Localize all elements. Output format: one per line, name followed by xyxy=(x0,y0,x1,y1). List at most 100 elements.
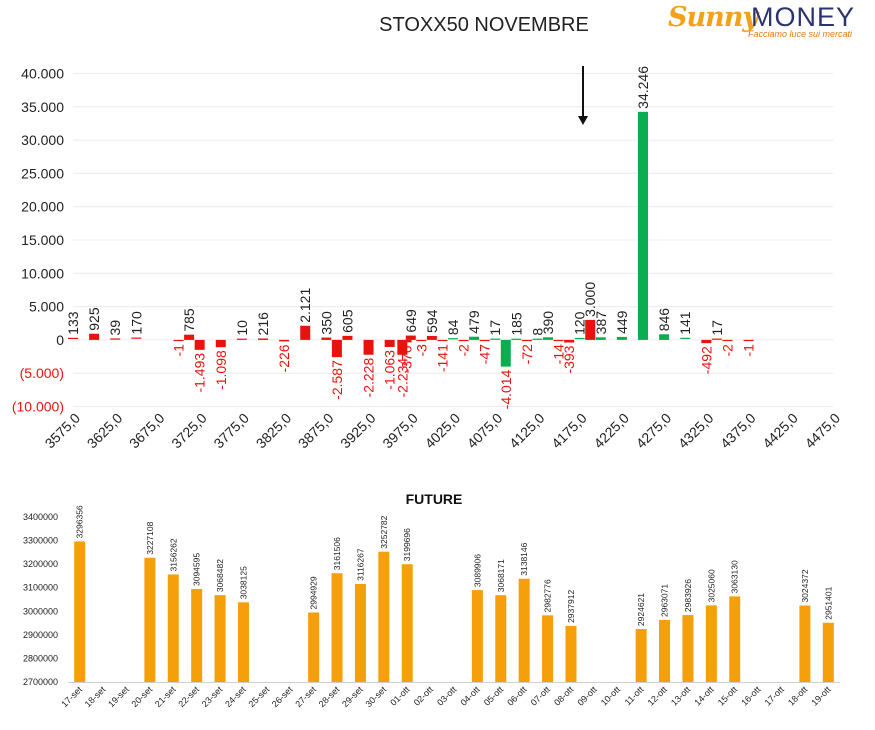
future-data-label: 3068171 xyxy=(496,559,506,592)
future-data-label: 3024372 xyxy=(800,569,810,602)
bar xyxy=(543,337,553,340)
future-bar xyxy=(74,541,86,682)
future-y-tick-label: 2700000 xyxy=(23,677,58,687)
future-data-label: 2983926 xyxy=(683,579,693,612)
data-label: 3.000 xyxy=(582,282,598,317)
future-data-label: 2951401 xyxy=(823,586,833,619)
future-x-tick-label: 19-set xyxy=(106,684,131,709)
data-label: -2 xyxy=(719,344,735,357)
data-label: -3 xyxy=(413,344,429,357)
data-label: 605 xyxy=(339,309,355,333)
future-bar xyxy=(308,612,320,682)
bar xyxy=(585,319,596,340)
data-label: 170 xyxy=(128,311,144,335)
future-bar xyxy=(729,596,741,682)
data-label: 390 xyxy=(540,311,556,335)
future-data-label: 3156262 xyxy=(168,538,178,571)
bar xyxy=(469,336,480,340)
future-data-label: 2924621 xyxy=(636,593,646,626)
future-bar xyxy=(237,602,249,682)
future-data-label: 3116267 xyxy=(355,548,365,581)
data-label: 350 xyxy=(318,311,334,335)
future-data-label: 2982776 xyxy=(543,579,553,612)
chart-title: STOXX50 NOVEMBRE xyxy=(379,14,589,36)
future-bar xyxy=(331,573,343,682)
data-label: 2.121 xyxy=(297,288,313,323)
bar xyxy=(331,339,342,358)
bar xyxy=(458,339,469,342)
logo-money: MONEY xyxy=(751,2,856,32)
y-tick-label: 0 xyxy=(56,332,64,348)
future-x-tick-label: 04-ott xyxy=(458,684,482,708)
data-label: 479 xyxy=(466,310,482,334)
future-data-label: 2963071 xyxy=(660,584,670,617)
bar xyxy=(279,339,290,342)
future-bar xyxy=(565,625,577,682)
data-label: 785 xyxy=(181,308,197,332)
bar xyxy=(110,338,121,340)
data-label: 133 xyxy=(65,311,81,335)
future-bar xyxy=(799,605,811,682)
bar xyxy=(437,339,448,342)
data-label: -1.063 xyxy=(382,350,398,390)
bar xyxy=(659,334,670,340)
logo-sunny: Sunny xyxy=(668,2,758,33)
future-x-tick-label: 16-ott xyxy=(739,684,763,708)
data-label: -4.014 xyxy=(498,369,514,409)
bar xyxy=(479,339,490,342)
future-y-tick-label: 3000000 xyxy=(23,606,58,616)
data-label: -14 xyxy=(551,344,567,364)
data-label: 846 xyxy=(656,308,672,332)
data-label: 594 xyxy=(424,309,440,333)
data-label: -492 xyxy=(698,346,714,374)
bar xyxy=(448,338,458,340)
future-bar xyxy=(495,595,507,682)
future-x-tick-label: 17-set xyxy=(59,684,84,709)
data-label: 17 xyxy=(709,320,725,336)
data-label: -2.587 xyxy=(329,360,345,400)
logo-tagline: Facciamo luce sui mercati xyxy=(748,29,853,39)
data-label: -2.234 xyxy=(394,358,410,398)
future-x-tick-label: 22-set xyxy=(176,684,201,709)
future-x-tick-label: 01-ott xyxy=(388,684,412,708)
bar xyxy=(490,338,501,340)
future-data-label: 3227108 xyxy=(145,521,155,554)
future-x-tick-label: 07-ott xyxy=(529,684,553,708)
bar xyxy=(564,339,575,343)
bar xyxy=(194,339,205,350)
data-label: 649 xyxy=(403,309,419,333)
bar xyxy=(680,337,691,339)
future-x-tick-label: 12-ott xyxy=(646,684,670,708)
data-label: 449 xyxy=(614,310,630,334)
future-data-label: 3038125 xyxy=(238,566,248,599)
future-bar xyxy=(822,622,834,682)
data-label: -376 xyxy=(399,345,415,373)
bar xyxy=(184,334,195,340)
y-tick-label: 15.000 xyxy=(21,232,64,248)
data-label: -393 xyxy=(561,345,577,373)
y-tick-label: 5.000 xyxy=(29,299,64,315)
future-x-tick-label: 08-ott xyxy=(552,684,576,708)
data-label: 216 xyxy=(255,312,271,336)
future-x-tick-label: 05-ott xyxy=(482,684,506,708)
bar xyxy=(215,339,226,348)
data-label: 141 xyxy=(677,311,693,335)
bar xyxy=(426,335,437,340)
bar xyxy=(743,339,754,342)
bar xyxy=(68,337,78,340)
data-label: -1 xyxy=(171,344,187,357)
bar xyxy=(384,339,395,347)
bar xyxy=(574,337,585,340)
bar xyxy=(300,325,311,340)
future-data-label: 3068482 xyxy=(215,559,225,592)
future-x-tick-label: 17-ott xyxy=(763,684,787,708)
bar xyxy=(401,339,412,343)
options-open-interest-chart: 40.000 35.000 30.000 25.000 20.000 15.000 10.0… xyxy=(12,66,843,452)
future-bar xyxy=(401,564,413,682)
marker-arrow-head xyxy=(578,116,588,125)
future-x-tick-label: 10-ott xyxy=(599,684,623,708)
future-x-tick-label: 18-set xyxy=(83,684,108,709)
bar xyxy=(532,338,543,340)
bar xyxy=(363,339,374,355)
y-tick-label: 25.000 xyxy=(21,165,64,181)
